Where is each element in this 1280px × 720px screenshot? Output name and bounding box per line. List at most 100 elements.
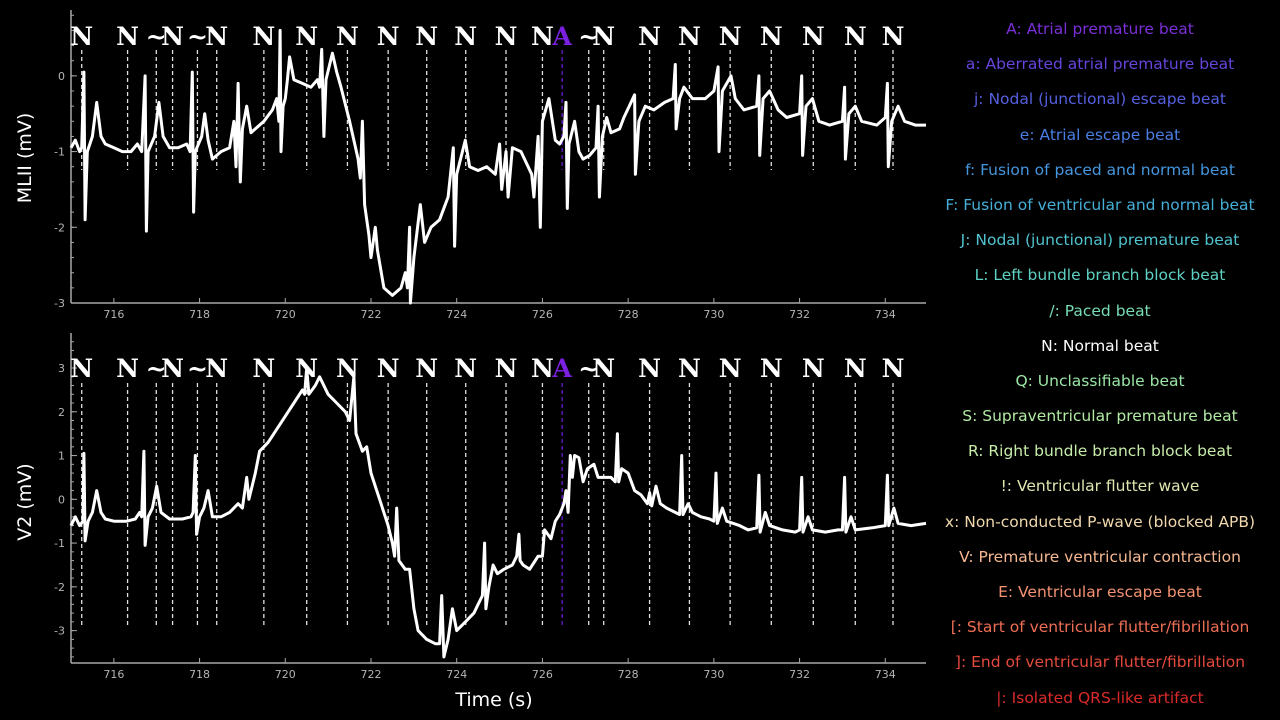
beat-label-N: N [336, 22, 359, 51]
v2-x-tick-label: 722 [361, 668, 382, 681]
beat-label-N: N [252, 354, 275, 383]
legend-item: J: Nodal (junctional) premature beat [960, 231, 1240, 250]
legend-item: A: Atrial premature beat [1006, 20, 1194, 38]
beat-label-N: N [760, 22, 783, 51]
beat-label-N: N [719, 354, 742, 383]
legend-item: R: Right bundle branch block beat [967, 442, 1233, 461]
legend-item: E: Ventricular escape beat [998, 583, 1202, 601]
beat-label-N: N [495, 354, 518, 383]
mlii-y-tick-label: 0 [58, 70, 65, 83]
beat-label-N: N [336, 354, 359, 383]
legend-item: |: Isolated QRS-like artifact [996, 688, 1204, 707]
mlii-x-tick-label: 734 [875, 308, 896, 321]
legend-item: Q: Unclassifiable beat [1015, 371, 1185, 390]
beat-label-tilde: ~ [187, 22, 208, 51]
legend-item: e: Atrial escape beat [1019, 125, 1181, 144]
beat-label-N: N [295, 354, 318, 383]
beat-label-N: N [802, 354, 825, 383]
beat-label-N: N [161, 354, 184, 383]
legend-item: a: Aberrated atrial premature beat [965, 55, 1235, 74]
beat-label-N: N [70, 22, 93, 51]
beat-label-N: N [116, 354, 139, 383]
v2-x-tick-label: 720 [275, 668, 296, 681]
v2-y-tick-label: 3 [58, 362, 65, 375]
beat-label-N: N [678, 22, 701, 51]
v2-x-tick-label: 734 [875, 668, 896, 681]
beat-label-N: N [205, 22, 228, 51]
beat-label-N: N [592, 22, 615, 51]
legend-item: [: Start of ventricular flutter/fibrilla… [950, 618, 1250, 637]
v2-ecg-trace [69, 366, 927, 659]
mlii-x-tick-label: 726 [532, 308, 553, 321]
beat-label-N: N [377, 22, 400, 51]
mlii-y-tick-label: -3 [54, 297, 65, 310]
legend-item: F: Fusion of ventricular and normal beat [945, 195, 1255, 214]
v2-y-tick-label: 2 [58, 406, 65, 419]
mlii-x-tick-label: 722 [361, 308, 382, 321]
beat-label-N: N [495, 22, 518, 51]
mlii-x-tick-label: 728 [618, 308, 639, 321]
legend-item: x: Non-conducted P-wave (blocked APB) [944, 512, 1256, 531]
v2-y-tick-label: -2 [54, 581, 65, 594]
mlii-ecg-trace [69, 28, 926, 305]
legend-item: V: Premature ventricular contraction [959, 547, 1241, 566]
beat-label-N: N [882, 354, 905, 383]
beat-label-N: N [592, 354, 615, 383]
beat-label-N: N [70, 354, 93, 383]
beat-label-N: N [719, 22, 742, 51]
beat-label-N: N [454, 22, 477, 51]
beat-label-N: N [415, 22, 438, 51]
v2-x-tick-label: 726 [532, 668, 553, 681]
beat-label-N: N [531, 22, 554, 51]
v2-y-tick-label: -3 [54, 625, 65, 638]
beat-label-N: N [844, 22, 867, 51]
beat-label-N: N [295, 22, 318, 51]
beat-label-N: N [205, 354, 228, 383]
legend-item: f: Fusion of paced and normal beat [965, 160, 1235, 179]
v2-x-tick-label: 728 [618, 668, 639, 681]
beat-label-N: N [882, 22, 905, 51]
legend-item: N: Normal beat [1041, 336, 1159, 355]
beat-label-N: N [377, 354, 400, 383]
beat-label-N: N [638, 22, 661, 51]
v2-y-tick-label: 0 [58, 493, 65, 506]
v2-y-axis-label: V2 (mV) [14, 463, 36, 540]
mlii-y-axis-label: MLII (mV) [14, 113, 36, 204]
v2-x-tick-label: 732 [789, 668, 810, 681]
beat-label-N: N [415, 354, 438, 383]
legend-item: S: Supraventricular premature beat [962, 407, 1238, 426]
legend-item: !: Ventricular flutter wave [1000, 477, 1200, 496]
beat-label-N: N [802, 22, 825, 51]
beat-label-tilde: ~ [578, 22, 599, 51]
beat-label-N: N [116, 22, 139, 51]
legend-item: /: Paced beat [1049, 301, 1151, 320]
beat-label-A: A [551, 354, 572, 383]
beat-label-A: A [551, 22, 572, 51]
v2-y-tick-label: 1 [58, 450, 65, 463]
beat-label-tilde: ~ [578, 354, 599, 383]
mlii-x-tick-label: 718 [189, 308, 210, 321]
beat-label-N: N [454, 354, 477, 383]
beat-label-N: N [161, 22, 184, 51]
v2-x-tick-label: 724 [446, 668, 467, 681]
mlii-x-tick-label: 724 [446, 308, 467, 321]
beat-type-legend: A: Atrial premature beat a: Aberrated atr… [930, 12, 1270, 716]
mlii-x-tick-label: 720 [275, 308, 296, 321]
legend-item: L: Left bundle branch block beat [974, 266, 1226, 285]
legend-item: j: Nodal (junctional) escape beat [974, 90, 1226, 109]
beat-label-N: N [638, 354, 661, 383]
beat-label-tilde: ~ [187, 354, 208, 383]
legend-item: ]: End of ventricular flutter/fibrillati… [954, 653, 1246, 672]
v2-y-tick-label: -1 [54, 537, 65, 550]
beat-label-N: N [252, 22, 275, 51]
mlii-x-tick-label: 716 [103, 308, 124, 321]
beat-label-N: N [760, 354, 783, 383]
v2-x-tick-label: 716 [103, 668, 124, 681]
v2-x-tick-label: 718 [189, 668, 210, 681]
mlii-y-tick-label: -1 [54, 146, 65, 159]
beat-label-N: N [678, 354, 701, 383]
beat-label-tilde: ~ [146, 354, 167, 383]
beat-label-N: N [531, 354, 554, 383]
